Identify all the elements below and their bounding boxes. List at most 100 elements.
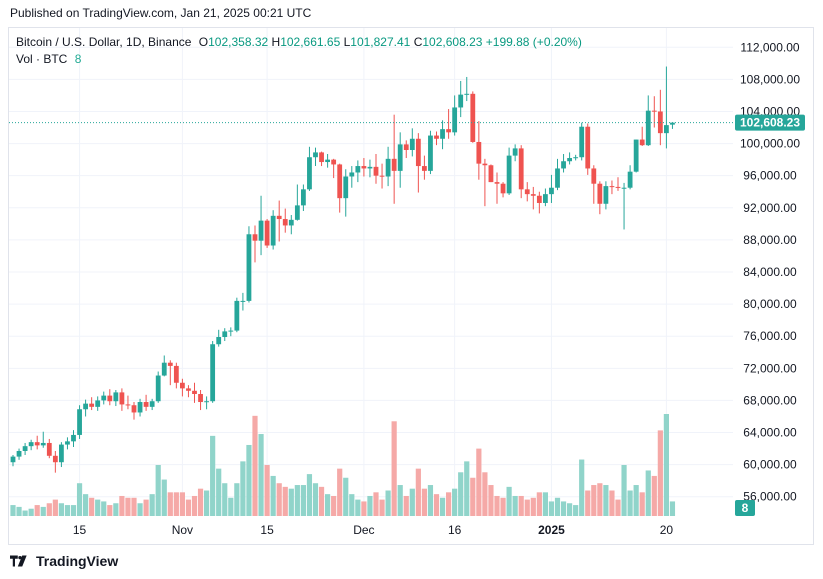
y-tick-label: 76,000.00	[743, 329, 797, 343]
candle-body	[252, 234, 258, 241]
candle-body	[627, 171, 633, 188]
y-tick-label: 96,000.00	[743, 169, 797, 183]
volume-bar	[276, 483, 282, 516]
candle-body	[28, 442, 34, 447]
y-tick-label: 92,000.00	[743, 201, 797, 215]
candle-body	[355, 166, 361, 173]
candle-body	[434, 135, 439, 139]
volume-bar	[10, 505, 16, 516]
volume-bar	[573, 505, 579, 516]
candle-body	[422, 166, 427, 171]
volume-bar	[500, 497, 506, 516]
candle-body	[506, 155, 512, 194]
candle-body	[367, 166, 373, 169]
volume-bar	[560, 501, 567, 516]
volume-bar	[409, 488, 415, 516]
volume-bar	[204, 490, 210, 516]
symbol-label: Bitcoin / U.S. Dollar, 1D, Binance	[16, 35, 192, 49]
candle-body	[59, 444, 64, 463]
volume-bar	[494, 495, 500, 516]
volume-bar	[228, 497, 234, 516]
candle-body	[373, 166, 379, 176]
candle-body	[343, 176, 349, 199]
volume-bar	[433, 494, 440, 516]
volume-bar	[191, 495, 198, 516]
volume-bar	[439, 497, 446, 516]
volume-bar	[185, 499, 192, 516]
candle-body	[10, 456, 16, 463]
volume-bar	[113, 503, 119, 516]
candle-body	[379, 175, 385, 177]
volume-bar	[107, 505, 113, 516]
volume-bar	[337, 468, 343, 516]
candle-body	[89, 403, 95, 407]
volume-bar	[161, 479, 167, 516]
volume-bar	[306, 474, 313, 516]
candle-body	[561, 161, 566, 169]
candle-body	[264, 220, 270, 246]
candle-body	[543, 194, 548, 203]
candle-body	[549, 187, 554, 195]
volume-bar	[300, 485, 306, 516]
brand-name: TradingView	[36, 553, 119, 569]
open-label: O	[198, 35, 209, 49]
candle-body	[494, 182, 500, 184]
volume-bar	[222, 483, 228, 516]
volume-bar	[657, 430, 663, 516]
volume-bar	[506, 486, 512, 516]
candle-body	[349, 172, 355, 177]
candle-body	[301, 189, 306, 206]
candle-body	[415, 138, 421, 167]
candle-body	[591, 168, 597, 184]
y-tick-label: 80,000.00	[743, 297, 797, 311]
tradingview-brand[interactable]: TradingView	[10, 553, 118, 569]
x-tick-label: 15	[260, 523, 274, 537]
grid-lines	[9, 28, 733, 516]
candle-body	[597, 183, 603, 204]
volume-bar	[597, 483, 603, 516]
candle-body	[452, 107, 458, 133]
chart-frame[interactable]	[8, 27, 814, 545]
volume-bar	[633, 485, 639, 516]
candle-body	[639, 139, 645, 146]
candle-body	[573, 157, 579, 159]
volume-bar	[530, 497, 536, 516]
open-value: 102,358.32	[208, 35, 269, 49]
volume-bar	[415, 468, 421, 516]
candle-body	[615, 186, 621, 188]
volume-bar	[603, 485, 609, 516]
volume-bar	[609, 490, 615, 516]
candle-body	[385, 158, 391, 177]
candle-body	[488, 165, 494, 183]
candle-body	[71, 434, 76, 442]
x-tick-label: 16	[448, 523, 462, 537]
volume-bar	[397, 485, 403, 516]
volume-bar	[216, 468, 222, 516]
volume-bar	[101, 501, 107, 516]
candle-body	[458, 94, 464, 108]
volume-bar	[373, 492, 379, 516]
candle-body	[246, 234, 252, 301]
volume-bar	[22, 510, 28, 516]
volume-bar	[46, 503, 52, 516]
candle-body	[22, 446, 28, 451]
x-tick-label: 20	[660, 523, 674, 537]
volume-bar	[645, 470, 651, 516]
candle-body	[337, 164, 343, 199]
volume-bar	[155, 465, 161, 516]
last-volume-label: 8	[742, 501, 749, 515]
candle-body	[216, 337, 222, 345]
y-tick-label: 56,000.00	[743, 490, 797, 504]
volume-legend: Vol · BTC 8	[16, 52, 81, 66]
volume-bar	[264, 465, 270, 516]
candle-body	[83, 403, 88, 410]
volume-bar	[95, 499, 101, 516]
volume-bar	[64, 505, 71, 516]
last-price-badge	[735, 114, 805, 131]
candle-body	[95, 400, 101, 407]
volume-bar	[294, 485, 300, 516]
volume-bar	[246, 444, 252, 516]
y-tick-label: 72,000.00	[743, 361, 797, 375]
x-tick-label: 2025	[538, 523, 565, 537]
